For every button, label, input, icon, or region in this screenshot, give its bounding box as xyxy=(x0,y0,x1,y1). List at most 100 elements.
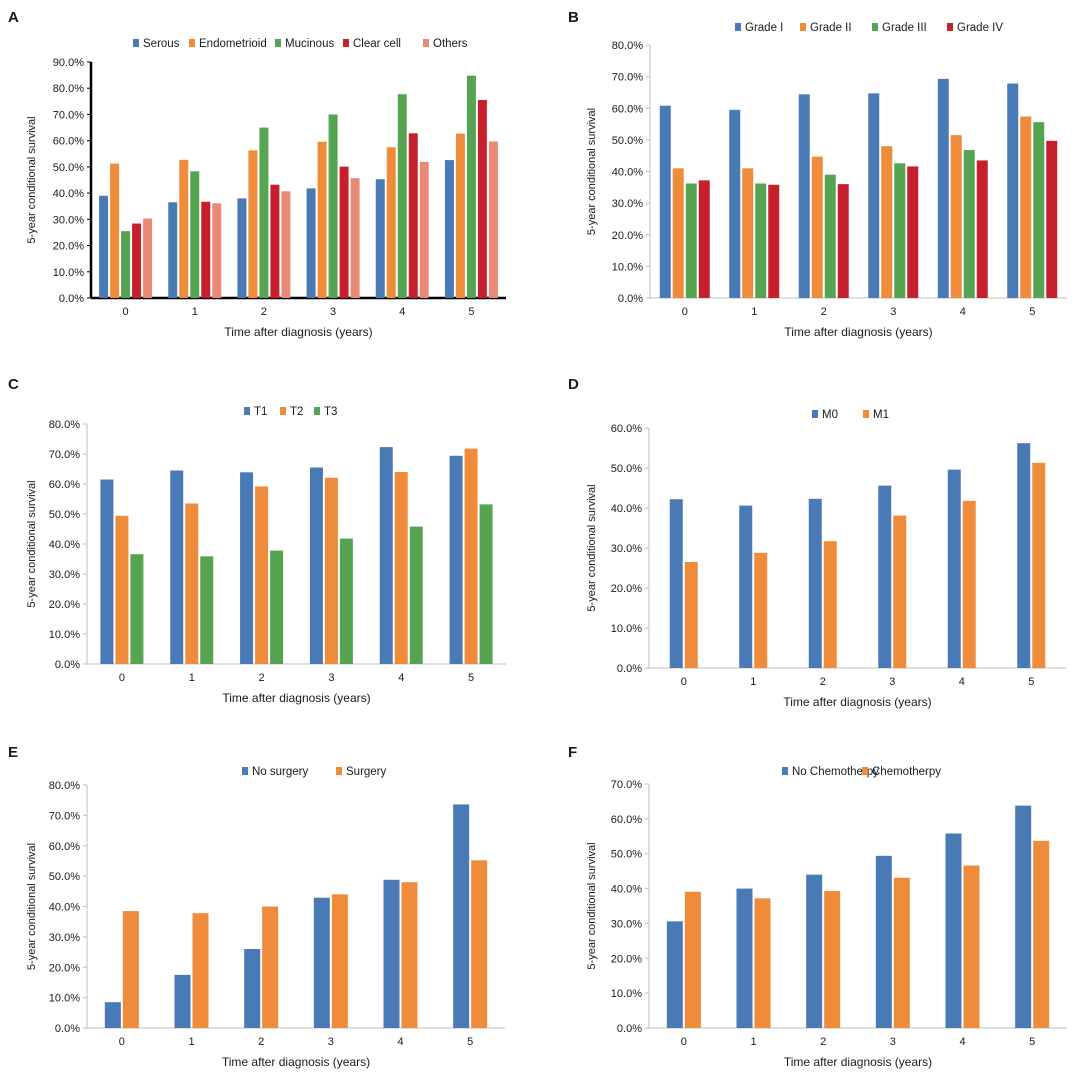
bar xyxy=(1032,462,1046,668)
x-tick-label: 4 xyxy=(959,676,965,688)
y-tick-label: 70.0% xyxy=(611,779,642,791)
y-tick-label: 50.0% xyxy=(612,135,643,147)
bar xyxy=(1033,122,1045,298)
legend-swatch xyxy=(782,767,788,775)
bar xyxy=(736,888,753,1028)
x-tick-label: 5 xyxy=(468,672,474,684)
bar xyxy=(798,94,810,299)
bar xyxy=(309,467,323,664)
x-tick-label: 0 xyxy=(119,672,125,684)
x-tick-label: 2 xyxy=(820,676,826,688)
y-tick-label: 50.0% xyxy=(49,871,80,883)
x-tick-label: 5 xyxy=(468,306,474,318)
bar xyxy=(962,500,976,668)
y-tick-label: 30.0% xyxy=(49,932,80,944)
bar xyxy=(479,504,493,664)
bar xyxy=(386,147,396,298)
bar xyxy=(317,141,327,298)
y-tick-label: 10.0% xyxy=(611,988,642,1000)
legend-swatch xyxy=(947,23,953,31)
x-tick-label: 0 xyxy=(123,306,129,318)
bar xyxy=(444,160,454,298)
bar xyxy=(893,877,910,1028)
bar xyxy=(698,180,710,298)
bar xyxy=(383,879,400,1028)
x-tick-label: 2 xyxy=(261,306,267,318)
legend-label: Grade III xyxy=(882,22,927,34)
bar xyxy=(768,184,780,298)
bar xyxy=(963,865,980,1028)
x-axis-title: Time after diagnosis (years) xyxy=(784,1055,932,1069)
x-tick-label: 0 xyxy=(681,1036,687,1048)
y-tick-label: 20.0% xyxy=(49,599,80,611)
legend-label: No Chemotherpy xyxy=(792,766,879,778)
y-tick-label: 40.0% xyxy=(611,503,642,515)
y-axis-title: 5-year conditional survival xyxy=(586,484,598,611)
bar xyxy=(488,141,498,298)
x-axis-title: Time after diagnosis (years) xyxy=(224,325,372,339)
bar xyxy=(837,184,849,298)
legend-label: T3 xyxy=(324,406,337,418)
bar xyxy=(324,477,338,664)
legend-swatch xyxy=(189,39,195,47)
x-tick-label: 4 xyxy=(397,1036,403,1048)
y-tick-label: 20.0% xyxy=(612,230,643,242)
x-tick-label: 3 xyxy=(330,306,336,318)
bar xyxy=(742,168,754,298)
y-tick-label: 40.0% xyxy=(53,188,84,200)
bar xyxy=(201,201,211,298)
legend-label: Clear cell xyxy=(353,38,401,50)
y-tick-label: 30.0% xyxy=(611,918,642,930)
bar xyxy=(881,146,893,298)
x-axis-title: Time after diagnosis (years) xyxy=(222,1055,370,1069)
bar xyxy=(259,127,269,298)
bar xyxy=(945,833,962,1028)
y-tick-label: 0.0% xyxy=(618,293,643,305)
chart-panel-f: F 0.0% 10.0% 20.0% 30.0% 40.0% 50.0% 60.0% 70.0%… xyxy=(568,744,1067,1069)
bar xyxy=(684,562,698,668)
legend-label: M1 xyxy=(873,409,889,421)
x-tick-label: 1 xyxy=(751,306,757,318)
chart-panel-c: C 0.0% 10.0% 20.0% 30.0% 40.0% 50.0% 60.0% 70.0%… xyxy=(8,376,506,705)
bar xyxy=(466,75,476,298)
panel-label: E xyxy=(8,744,18,761)
y-tick-label: 80.0% xyxy=(53,83,84,95)
bar xyxy=(185,503,199,664)
legend-swatch xyxy=(812,410,818,418)
legend-label: T1 xyxy=(254,406,267,418)
legend-label: Serous xyxy=(143,38,180,50)
x-tick-label: 5 xyxy=(1028,676,1034,688)
bar xyxy=(666,921,683,1028)
bar xyxy=(875,855,892,1028)
legend-swatch xyxy=(336,767,342,775)
y-tick-label: 0.0% xyxy=(617,1023,642,1035)
x-tick-label: 0 xyxy=(119,1036,125,1048)
y-axis-title: 5-year conditional survival xyxy=(26,116,38,243)
x-axis-title: Time after diagnosis (years) xyxy=(222,691,370,705)
bar xyxy=(174,974,191,1028)
bar xyxy=(824,891,841,1028)
bar xyxy=(1020,116,1032,298)
x-tick-label: 3 xyxy=(890,1036,896,1048)
x-tick-label: 4 xyxy=(960,306,966,318)
bar xyxy=(170,470,184,664)
bar xyxy=(313,897,330,1028)
bar xyxy=(1007,83,1019,299)
x-axis-title: Time after diagnosis (years) xyxy=(783,695,931,709)
bar xyxy=(339,538,353,664)
x-tick-label: 2 xyxy=(258,1036,264,1048)
bar xyxy=(122,911,139,1028)
bar xyxy=(878,485,892,668)
legend-swatch xyxy=(314,407,320,415)
y-tick-label: 50.0% xyxy=(53,162,84,174)
y-tick-label: 60.0% xyxy=(49,841,80,853)
panel-label: C xyxy=(8,376,19,393)
legend-label: M0 xyxy=(822,409,838,421)
bar xyxy=(270,550,284,664)
x-tick-label: 0 xyxy=(682,306,688,318)
bar xyxy=(262,906,279,1028)
legend-swatch xyxy=(423,39,429,47)
bar xyxy=(1017,443,1031,668)
bar xyxy=(754,552,768,668)
bar xyxy=(121,231,131,298)
